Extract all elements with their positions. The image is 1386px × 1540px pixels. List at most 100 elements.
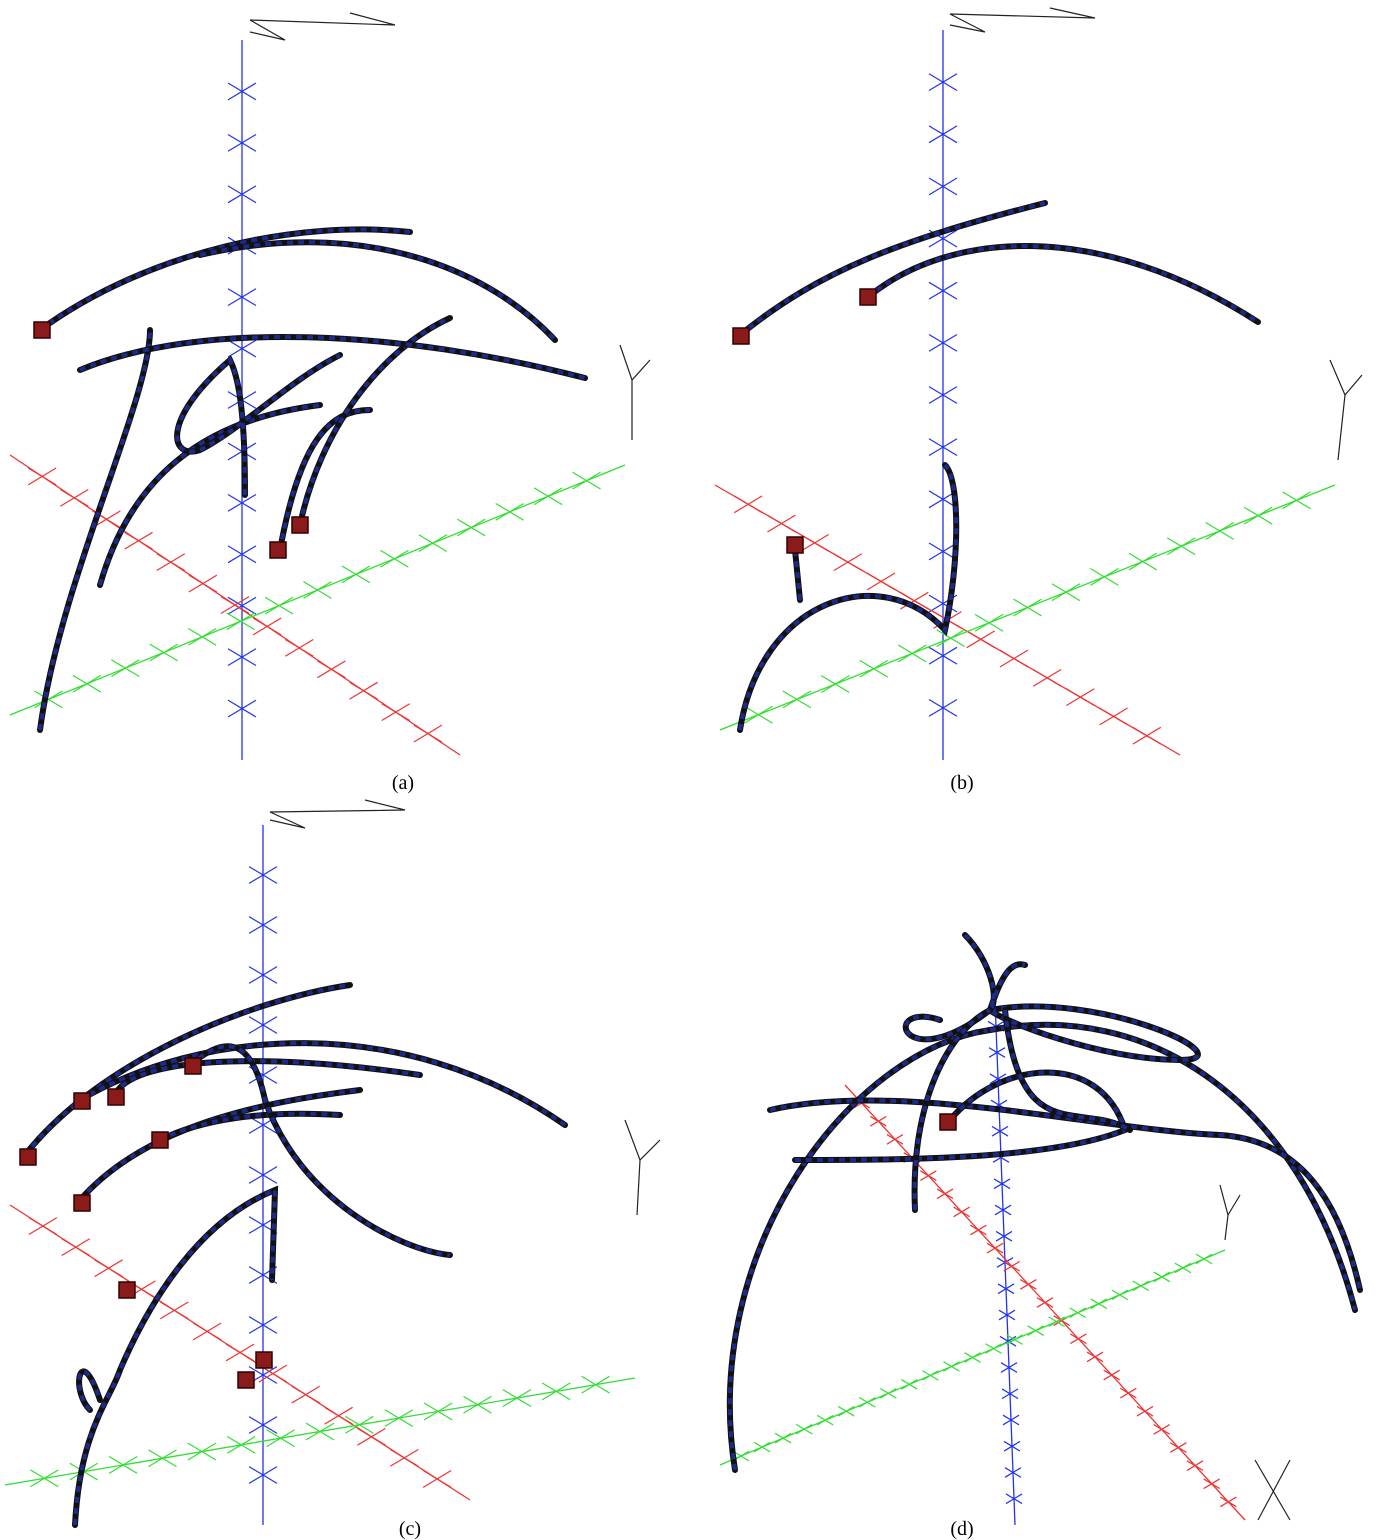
axis-tick [974, 613, 1004, 632]
axis-tick [1004, 1467, 1022, 1478]
axis-tick [248, 1016, 278, 1034]
trajectory-blocks [738, 463, 959, 731]
start-cube [33, 321, 51, 339]
trajectory-blocks [866, 244, 1260, 324]
axis-tick [1086, 1351, 1104, 1363]
axis-tick [156, 553, 186, 572]
axis-tick [1282, 491, 1311, 510]
axis-tick [72, 674, 102, 693]
axis-tick [928, 438, 958, 457]
axis-tick [226, 1435, 256, 1454]
axis-tick [859, 659, 889, 678]
axis-tick [227, 596, 257, 615]
trajectory-blocks [188, 1044, 451, 1257]
start-cube [118, 1281, 136, 1299]
trajectory-blocks [903, 1008, 992, 1042]
trajectory-blocks [298, 316, 451, 526]
axis-tick [284, 638, 314, 657]
axis-tick [1132, 1280, 1150, 1292]
start-cube [291, 516, 309, 534]
axis-tick [1111, 1289, 1129, 1301]
axis-tick [1003, 1260, 1020, 1272]
axis-tick [1205, 522, 1234, 540]
axis-tick [1051, 583, 1081, 602]
start-cube [939, 1113, 957, 1131]
axis-tick [28, 1217, 58, 1235]
axis-tick [380, 549, 409, 568]
axis-tick [998, 1309, 1016, 1321]
trajectory-blocks [98, 403, 321, 586]
axis-tick [341, 565, 371, 584]
axis-tick [833, 553, 863, 572]
axis-tick [928, 125, 958, 144]
start-cube [184, 1057, 202, 1075]
trajectory-blocks [23, 983, 351, 1157]
start-cube [73, 1194, 91, 1212]
axis-tick [159, 1301, 189, 1320]
axis-tick [1120, 1387, 1137, 1399]
axis-glyph [269, 799, 406, 829]
axis-tick [188, 574, 218, 593]
axis-tick [422, 1470, 452, 1488]
trajectory-blocks [728, 1028, 991, 1471]
axis-tick [991, 1125, 1009, 1137]
axis-tick [248, 866, 278, 884]
axis-tick [994, 1204, 1012, 1216]
trajectory-blocks [77, 1369, 102, 1412]
axis-tick [1128, 552, 1158, 571]
axis-tick [1001, 1388, 1019, 1400]
axis-tick [381, 703, 411, 722]
axis-tick [870, 1115, 887, 1127]
axis-tick [800, 533, 829, 552]
start-cube [107, 1088, 125, 1106]
axis-tick [1002, 1414, 1020, 1426]
axis-tick [227, 545, 257, 564]
trajectory-blocks [199, 240, 557, 342]
axis-tick [1090, 1298, 1108, 1310]
axis-tick [774, 1432, 792, 1444]
axis-tick [986, 1242, 1004, 1254]
axis-tick [248, 966, 278, 984]
axis-tick [533, 487, 563, 506]
axis-tick [995, 1230, 1013, 1242]
axis-tick [502, 1389, 532, 1407]
axis-tick [1048, 1316, 1065, 1327]
trajectory-blocks [963, 933, 1026, 1012]
axis-glyph [1329, 359, 1363, 461]
axis-tick [1006, 1334, 1023, 1345]
axis-glyph [619, 344, 651, 440]
axis-tick [357, 1427, 386, 1446]
axis-tick [1153, 1424, 1170, 1435]
start-cube [786, 536, 804, 554]
axis-tick [1000, 1362, 1018, 1373]
axis-tick [928, 281, 958, 300]
axis-tick [384, 1409, 414, 1428]
axis-tick [30, 1469, 59, 1488]
axis-tick [187, 1442, 217, 1461]
axis-glyph [1219, 1184, 1241, 1241]
trajectory-blocks [113, 1059, 421, 1096]
axis-tick [1070, 1333, 1087, 1345]
axis-tick [541, 1382, 571, 1401]
axis-tick [1243, 506, 1273, 525]
axis-tick [291, 1385, 321, 1404]
axis-tick [1103, 1369, 1120, 1381]
axis-tick [317, 660, 346, 679]
axis-tick [1166, 537, 1196, 556]
axis-tick [248, 1166, 278, 1184]
axis-tick [1195, 1253, 1213, 1265]
start-cube [237, 1371, 255, 1389]
axis-tick [1069, 1307, 1087, 1319]
axis-tick [463, 1395, 492, 1414]
axis-tick [192, 1322, 222, 1341]
axis-tick [1170, 1442, 1187, 1453]
axis-tick [999, 649, 1029, 668]
axis-tick [886, 1134, 904, 1145]
axis-tick [303, 581, 332, 599]
axis-tick [418, 534, 448, 553]
axis-tick [1005, 1493, 1023, 1505]
trajectory-blocks [278, 408, 371, 551]
trajectory-blocks [79, 335, 586, 380]
caption: (a) [392, 772, 414, 794]
